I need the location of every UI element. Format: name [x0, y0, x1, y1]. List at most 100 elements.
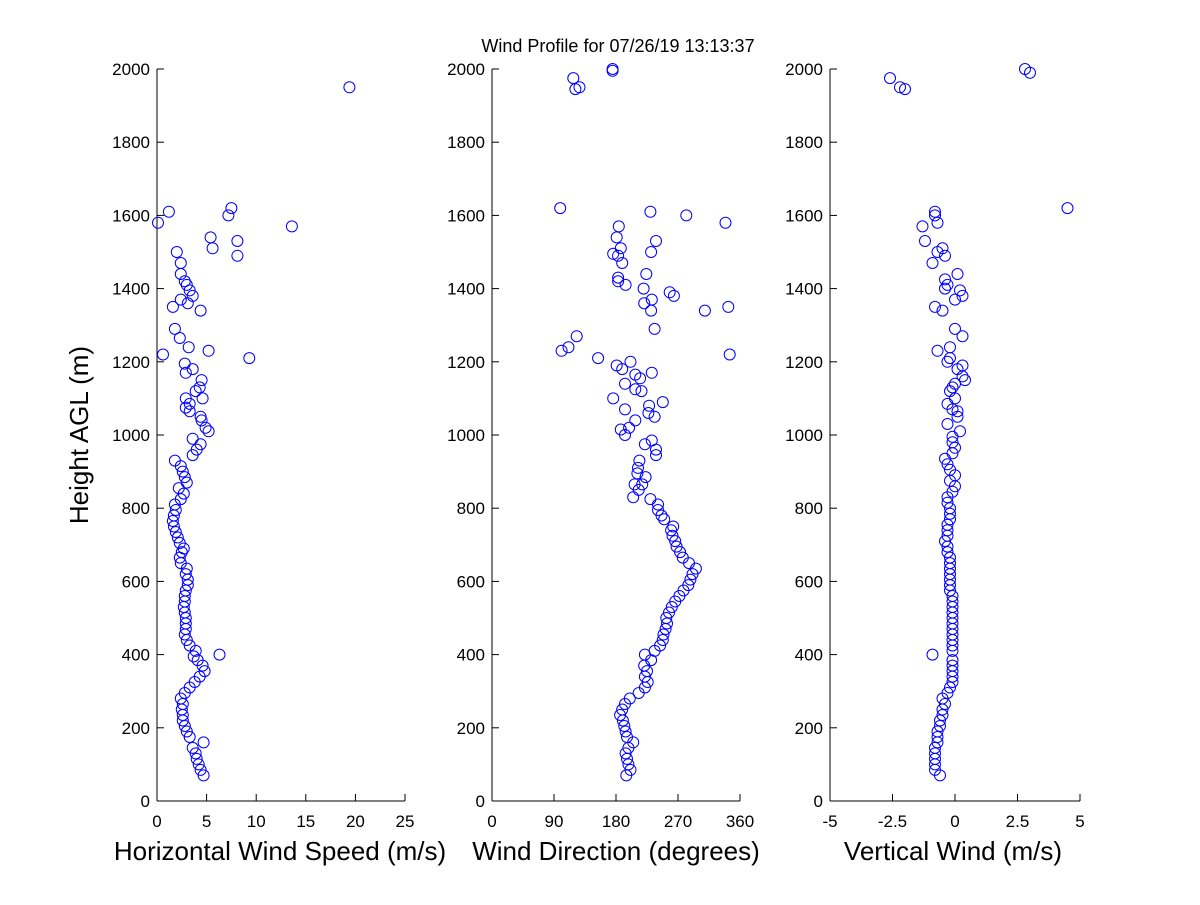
vertical-data-point — [956, 289, 969, 302]
direction-data-point — [641, 665, 653, 678]
direction-data-point — [592, 352, 605, 365]
direction-data-point — [650, 235, 662, 247]
speed-y-tick-label: 400 — [122, 646, 150, 665]
vertical-data-point — [931, 344, 944, 357]
vertical-data-point — [944, 557, 956, 570]
speed-y-tick-label: 1600 — [112, 206, 150, 225]
vertical-data-point — [894, 81, 906, 94]
vertical-x-tick-label: -2.5 — [878, 812, 907, 831]
direction-panel: 0 90 180 270 360 0 200 400 600 800 1000 1200 1400 160… — [447, 60, 760, 866]
vertical-y-tick-label: 1600 — [785, 206, 823, 225]
speed-data-point — [178, 275, 191, 288]
speed-y-tick-label: 1000 — [112, 426, 150, 445]
speed-data-point — [178, 590, 191, 602]
vertical-data-point — [944, 551, 956, 564]
speed-data-point — [183, 284, 196, 297]
direction-x-tick-label: 90 — [545, 812, 564, 831]
vertical-data-point — [946, 595, 959, 608]
vertical-data-point — [941, 518, 954, 531]
vertical-data-point — [949, 293, 961, 306]
speed-data-point — [194, 438, 207, 451]
direction-data-point — [618, 720, 631, 732]
direction-y-tick-label: 200 — [457, 719, 485, 738]
vertical-y-tick-label: 1000 — [785, 426, 823, 445]
direction-data-point — [616, 703, 629, 716]
speed-data-point — [204, 231, 217, 244]
direction-data-point — [680, 209, 693, 222]
vertical-data-point — [941, 278, 954, 291]
vertical-data-point — [949, 392, 961, 405]
vertical-data-point — [1019, 63, 1031, 75]
speed-data-point — [195, 374, 208, 387]
speed-x-axis-label: Horizontal Wind Speed (m/s) — [114, 836, 446, 866]
vertical-data-point — [929, 205, 941, 218]
direction-data-point — [648, 410, 661, 423]
direction-data-point — [669, 535, 682, 548]
vertical-data-point — [944, 352, 956, 365]
speed-data-point — [186, 363, 199, 376]
speed-data-point — [178, 357, 191, 370]
direction-data-point — [633, 454, 646, 467]
vertical-y-tick-label: 800 — [795, 499, 823, 518]
vertical-data-point — [926, 257, 939, 269]
direction-y-tick-label: 1800 — [447, 133, 485, 152]
speed-y-tick-label: 1400 — [112, 280, 150, 299]
direction-data-point — [555, 344, 568, 357]
speed-y-tick-label: 600 — [122, 572, 150, 591]
speed-data-point — [183, 731, 196, 743]
speed-data-point — [152, 216, 164, 229]
vertical-data-point — [931, 216, 944, 229]
direction-data-point — [612, 220, 625, 233]
direction-data-point — [614, 242, 627, 255]
speed-data-point — [168, 454, 181, 467]
speed-y-axis-label: Height AGL (m) — [64, 346, 94, 524]
direction-data-point — [612, 249, 625, 262]
direction-data-point — [684, 573, 697, 586]
direction-data-point — [607, 392, 620, 405]
direction-y-tick-label: 800 — [457, 499, 485, 518]
speed-data-point — [168, 322, 181, 335]
direction-data-point — [562, 341, 575, 354]
speed-data-point — [187, 650, 200, 663]
direction-x-tick-label: 180 — [602, 812, 630, 831]
direction-data-point — [632, 461, 644, 474]
direction-data-point — [657, 628, 670, 641]
speed-y-tick-label: 2000 — [112, 60, 150, 79]
speed-data-point — [176, 465, 189, 478]
speed-data-point — [179, 366, 192, 379]
direction-data-point — [638, 297, 651, 310]
vertical-data-point — [939, 698, 951, 710]
speed-data-point — [222, 209, 235, 222]
vertical-data-point — [939, 249, 951, 262]
direction-x-tick-label: 270 — [664, 812, 692, 831]
direction-data-point — [723, 348, 736, 361]
speed-data-point — [186, 432, 199, 445]
speed-data-point — [186, 289, 199, 302]
direction-data-point — [629, 414, 642, 427]
direction-data-point — [645, 434, 658, 447]
direction-data-point — [612, 275, 625, 288]
direction-data-point — [656, 634, 669, 646]
speed-data-point — [170, 246, 183, 258]
vertical-data-point — [931, 731, 944, 743]
speed-data-point — [162, 205, 175, 218]
direction-data-point — [642, 407, 655, 419]
speed-data-point — [186, 741, 199, 754]
direction-data-point — [631, 467, 644, 480]
speed-data-point — [171, 531, 184, 544]
vertical-data-point — [946, 659, 959, 672]
direction-data-point — [607, 247, 620, 260]
vertical-data-point — [944, 385, 956, 398]
vertical-panel: -5 -2.5 0 2.5 5 0 200 400 600 800 1000 1200 1400 1600… — [785, 60, 1085, 866]
direction-data-point — [667, 289, 680, 302]
vertical-x-tick-label: 5 — [1075, 812, 1084, 831]
speed-data-point — [199, 421, 212, 434]
speed-data-point — [213, 648, 226, 661]
vertical-data-point — [941, 524, 954, 537]
vertical-y-tick-label: 600 — [795, 572, 823, 591]
direction-data-point — [663, 606, 675, 619]
speed-data-point — [198, 665, 211, 678]
speed-x-tick-label: 15 — [296, 812, 315, 831]
direction-y-tick-label: 0 — [476, 792, 485, 811]
vertical-data-point — [949, 441, 961, 454]
